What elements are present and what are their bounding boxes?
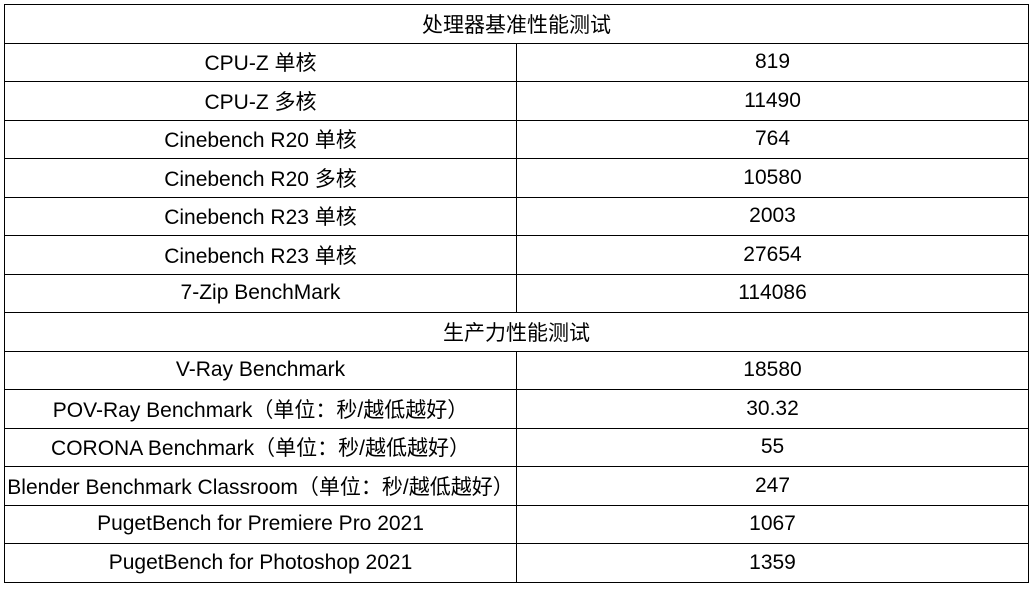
test-score: 18580 [516, 350, 1029, 390]
test-score: 2003 [516, 196, 1029, 236]
test-name: CPU-Z 单核 [4, 42, 517, 82]
benchmark-table: 处理器基准性能测试 CPU-Z 单核 819 CPU-Z 多核 11490 Cineben… [4, 4, 1029, 583]
table-body: 处理器基准性能测试 CPU-Z 单核 819 CPU-Z 多核 11490 Cineben… [4, 4, 1029, 583]
test-name: POV-Ray Benchmark（单位：秒/越低越好） [4, 389, 517, 429]
table-row: CPU-Z 单核 819 [4, 42, 1029, 82]
test-name: CPU-Z 多核 [4, 81, 517, 121]
table-row: Cinebench R23 单核 27654 [4, 235, 1029, 275]
table-row: V-Ray Benchmark 18580 [4, 350, 1029, 390]
test-name: V-Ray Benchmark [4, 350, 517, 390]
table-row: Cinebench R20 多核 10580 [4, 158, 1029, 198]
test-name: Blender Benchmark Classroom（单位：秒/越低越好） [4, 466, 517, 506]
table-row: 7-Zip BenchMark 114086 [4, 273, 1029, 313]
test-score: 819 [516, 42, 1029, 82]
test-name: Cinebench R20 单核 [4, 119, 517, 159]
test-score: 114086 [516, 273, 1029, 313]
table-row: POV-Ray Benchmark（单位：秒/越低越好） 30.32 [4, 389, 1029, 429]
test-name: Cinebench R20 多核 [4, 158, 517, 198]
test-name: Cinebench R23 单核 [4, 235, 517, 275]
section-header-row: 生产力性能测试 [4, 312, 1029, 352]
test-name: CORONA Benchmark（单位：秒/越低越好） [4, 427, 517, 467]
test-name: PugetBench for Photoshop 2021 [4, 543, 517, 583]
test-name: Cinebench R23 单核 [4, 196, 517, 236]
test-score: 247 [516, 466, 1029, 506]
test-score: 1067 [516, 504, 1029, 544]
table-row: Cinebench R23 单核 2003 [4, 196, 1029, 236]
section-title: 生产力性能测试 [4, 312, 1029, 352]
test-score: 1359 [516, 543, 1029, 583]
table-row: Blender Benchmark Classroom（单位：秒/越低越好） 24… [4, 466, 1029, 506]
test-name: 7-Zip BenchMark [4, 273, 517, 313]
test-score: 10580 [516, 158, 1029, 198]
table-row: CORONA Benchmark（单位：秒/越低越好） 55 [4, 427, 1029, 467]
test-score: 55 [516, 427, 1029, 467]
test-score: 11490 [516, 81, 1029, 121]
test-score: 764 [516, 119, 1029, 159]
section-header-row: 处理器基准性能测试 [4, 4, 1029, 44]
test-name: PugetBench for Premiere Pro 2021 [4, 504, 517, 544]
table-row: CPU-Z 多核 11490 [4, 81, 1029, 121]
page: 处理器基准性能测试 CPU-Z 单核 819 CPU-Z 多核 11490 Cineben… [4, 4, 1029, 583]
table-row: PugetBench for Photoshop 2021 1359 [4, 543, 1029, 583]
table-row: Cinebench R20 单核 764 [4, 119, 1029, 159]
test-score: 30.32 [516, 389, 1029, 429]
test-score: 27654 [516, 235, 1029, 275]
table-row: PugetBench for Premiere Pro 2021 1067 [4, 504, 1029, 544]
section-title: 处理器基准性能测试 [4, 4, 1029, 44]
